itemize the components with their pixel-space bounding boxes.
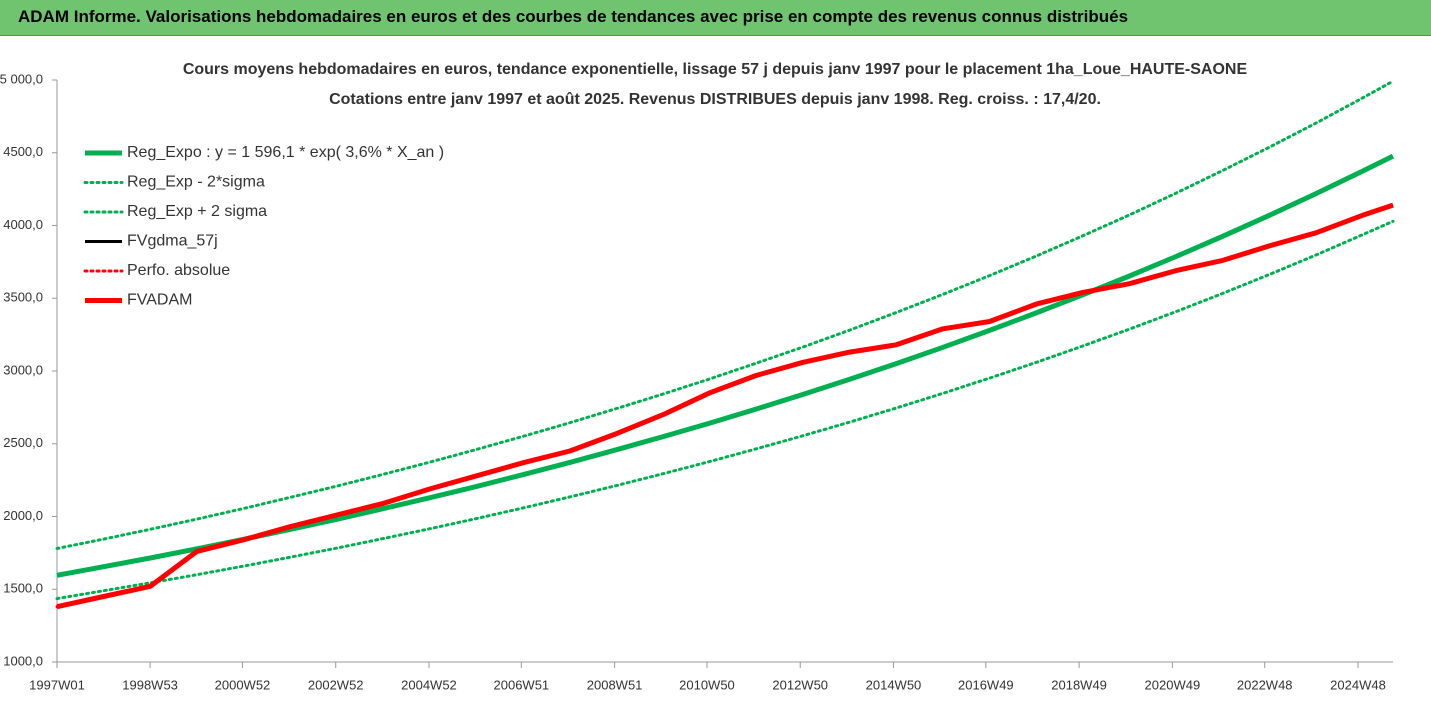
legend-label: Reg_Expo : y = 1 596,1 * exp( 3,6% * X_a… — [127, 144, 444, 161]
legend-label: FVgdma_57j — [127, 233, 218, 250]
y-tick-label: 2500,0 — [3, 435, 43, 450]
x-tick-label: 1998W53 — [122, 677, 178, 692]
y-tick-label: 5 000,0 — [0, 71, 43, 86]
x-tick-label: 2004W52 — [401, 677, 457, 692]
x-tick-label: 2012W50 — [772, 677, 828, 692]
x-tick-label: 1997W01 — [29, 677, 85, 692]
banner-title: ADAM Informe. Valorisations hebdomadaire… — [18, 7, 1129, 26]
y-tick-label: 1500,0 — [3, 581, 43, 596]
banner: ADAM Informe. Valorisations hebdomadaire… — [0, 0, 1431, 36]
chart: Cours moyens hebdomadaires en euros, ten… — [0, 61, 1395, 692]
x-tick-label: 2018W49 — [1051, 677, 1107, 692]
y-tick-label: 1000,0 — [3, 653, 43, 668]
series-line — [56, 202, 1394, 610]
x-tick-label: 2024W48 — [1330, 677, 1386, 692]
y-tick-label: 4500,0 — [3, 144, 43, 159]
x-tick-label: 2010W50 — [679, 677, 735, 692]
y-tick-label: 3500,0 — [3, 290, 43, 305]
x-tick-label: 2000W52 — [215, 677, 271, 692]
x-tick-label: 2006W51 — [494, 677, 550, 692]
x-tick-label: 2002W52 — [308, 677, 364, 692]
x-tick-label: 2016W49 — [958, 677, 1014, 692]
y-tick-label: 4000,0 — [3, 217, 43, 232]
chart-title: Cours moyens hebdomadaires en euros, ten… — [183, 61, 1248, 78]
chart-subtitle: Cotations entre janv 1997 et août 2025. … — [329, 91, 1101, 108]
y-tick-label: 2000,0 — [3, 508, 43, 523]
x-tick-label: 2020W49 — [1145, 677, 1201, 692]
legend-label: FVADAM — [127, 292, 192, 309]
legend-label: Perfo. absolue — [127, 262, 230, 279]
series-line — [55, 79, 1395, 550]
legend-label: Reg_Exp - 2*sigma — [127, 174, 265, 191]
x-tick-label: 2022W48 — [1237, 677, 1293, 692]
legend-label: Reg_Exp + 2 sigma — [127, 203, 267, 220]
x-tick-label: 2008W51 — [587, 677, 643, 692]
x-tick-label: 2014W50 — [866, 677, 922, 692]
series-line — [55, 219, 1395, 601]
y-tick-label: 3000,0 — [3, 362, 43, 377]
